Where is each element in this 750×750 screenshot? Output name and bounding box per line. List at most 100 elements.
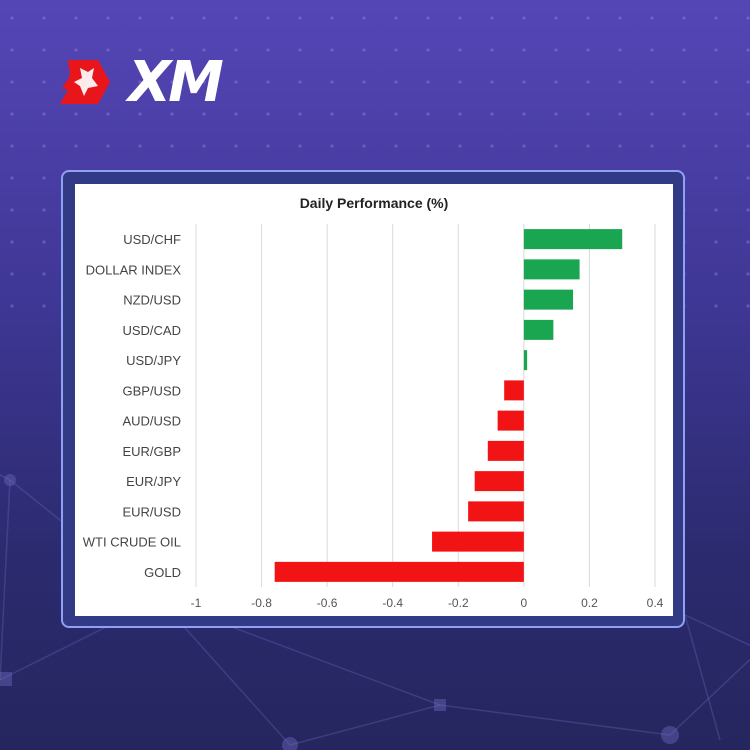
background-dot <box>298 48 302 52</box>
category-label: DOLLAR INDEX <box>86 262 182 277</box>
background-dot <box>426 80 430 84</box>
background-dot <box>522 16 526 20</box>
background-dot <box>362 16 366 20</box>
background-dot <box>362 144 366 148</box>
background-dot <box>746 304 750 308</box>
background-dot <box>42 48 46 52</box>
background-dot <box>10 240 14 244</box>
background-dot <box>490 112 494 116</box>
background-dot <box>10 176 14 180</box>
background-dot <box>10 112 14 116</box>
background-dot <box>618 144 622 148</box>
background-dot <box>170 80 174 84</box>
background-dot <box>490 80 494 84</box>
background-dot <box>10 48 14 52</box>
background-dot <box>202 112 206 116</box>
bar <box>474 471 524 492</box>
bar <box>487 440 524 461</box>
bar <box>504 380 524 401</box>
background-dot <box>554 144 558 148</box>
background-dot <box>42 144 46 148</box>
background-dot <box>522 144 526 148</box>
background-dot <box>74 144 78 148</box>
bar <box>274 561 524 582</box>
background-dot <box>106 112 110 116</box>
background-dot <box>202 144 206 148</box>
background-dot <box>714 16 718 20</box>
background-dot <box>42 80 46 84</box>
grid-layer <box>195 224 656 587</box>
bar-layer <box>274 229 623 582</box>
background-dot <box>42 112 46 116</box>
background-dot <box>746 48 750 52</box>
x-tick-label: -0.8 <box>251 596 272 610</box>
background-dot <box>330 144 334 148</box>
background-dot <box>586 144 590 148</box>
background-dot <box>10 144 14 148</box>
background-dot <box>138 48 142 52</box>
background-dot <box>586 16 590 20</box>
background-dot <box>394 144 398 148</box>
background-dot <box>170 48 174 52</box>
background-dot <box>746 144 750 148</box>
x-tick-label: -1 <box>191 596 202 610</box>
background-dot <box>106 144 110 148</box>
bar <box>523 319 554 340</box>
background-dot <box>714 48 718 52</box>
background-dot <box>458 144 462 148</box>
x-tick-label: -0.4 <box>382 596 403 610</box>
background-dot <box>554 80 558 84</box>
background-dot <box>682 112 686 116</box>
background-dot <box>330 80 334 84</box>
background-dot <box>234 16 238 20</box>
category-label: USD/CAD <box>122 323 181 338</box>
background-dot <box>394 48 398 52</box>
background-dot <box>490 48 494 52</box>
background-dot <box>10 272 14 276</box>
background-dot <box>362 112 366 116</box>
bar <box>468 501 524 522</box>
background-dot <box>522 80 526 84</box>
category-label: NZD/USD <box>123 293 181 308</box>
background-dot <box>714 304 718 308</box>
background-dot <box>586 80 590 84</box>
background-dot <box>714 208 718 212</box>
x-tick-label: 0 <box>521 596 528 610</box>
background-dot <box>618 112 622 116</box>
x-tick-label: 0.4 <box>647 596 664 610</box>
bar <box>432 531 524 552</box>
background-dot <box>74 112 78 116</box>
background-dot <box>714 144 718 148</box>
background-dot <box>138 16 142 20</box>
background-dot <box>490 144 494 148</box>
background-dot <box>266 48 270 52</box>
background-dot <box>394 80 398 84</box>
background-dot <box>298 112 302 116</box>
background-dot <box>458 16 462 20</box>
background-dot <box>10 304 14 308</box>
bar <box>523 259 580 280</box>
background-dot <box>298 16 302 20</box>
category-label: USD/JPY <box>126 353 181 368</box>
xm-bull-logo-icon <box>60 60 110 104</box>
category-label: AUD/USD <box>122 414 181 429</box>
background-dot <box>74 48 78 52</box>
background-dot <box>490 16 494 20</box>
background-dot <box>202 80 206 84</box>
background-dot <box>714 240 718 244</box>
background-dot <box>426 144 430 148</box>
bar <box>523 350 528 371</box>
background-dot <box>362 48 366 52</box>
background-dot <box>202 48 206 52</box>
background-dot <box>330 16 334 20</box>
background-dot <box>554 112 558 116</box>
chart-title: Daily Performance (%) <box>300 195 449 211</box>
category-label: EUR/GBP <box>122 444 181 459</box>
background-dot <box>298 80 302 84</box>
category-label: USD/CHF <box>123 232 181 247</box>
background-dot <box>522 48 526 52</box>
background-dot <box>10 16 14 20</box>
background-dot <box>362 80 366 84</box>
category-label: WTI CRUDE OIL <box>83 535 181 550</box>
background-dot <box>330 112 334 116</box>
